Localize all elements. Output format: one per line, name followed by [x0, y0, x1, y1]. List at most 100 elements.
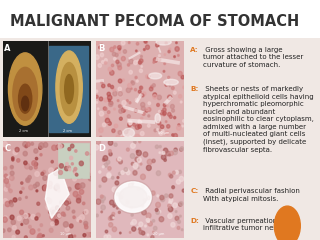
Circle shape [113, 89, 116, 91]
Circle shape [129, 121, 132, 125]
Circle shape [108, 67, 112, 71]
Circle shape [68, 172, 72, 177]
Circle shape [120, 131, 124, 136]
Circle shape [46, 204, 51, 210]
Circle shape [140, 86, 143, 90]
Circle shape [156, 129, 158, 131]
Circle shape [80, 220, 81, 222]
Circle shape [121, 41, 125, 45]
Circle shape [143, 198, 146, 202]
Circle shape [51, 161, 53, 163]
Circle shape [76, 173, 78, 176]
Ellipse shape [65, 75, 74, 103]
Circle shape [136, 80, 138, 82]
Circle shape [125, 200, 130, 204]
Circle shape [84, 221, 88, 226]
Circle shape [31, 142, 34, 145]
Circle shape [141, 106, 145, 110]
Circle shape [78, 145, 80, 147]
Circle shape [146, 213, 151, 218]
Circle shape [146, 218, 150, 222]
Circle shape [156, 43, 159, 47]
Circle shape [152, 159, 155, 163]
Circle shape [55, 168, 60, 173]
Circle shape [67, 158, 71, 163]
Circle shape [55, 184, 60, 188]
Circle shape [168, 95, 172, 100]
Circle shape [89, 233, 92, 236]
Circle shape [118, 131, 122, 135]
Circle shape [137, 187, 140, 191]
Circle shape [70, 144, 74, 148]
Circle shape [74, 235, 76, 237]
Circle shape [43, 176, 47, 180]
Circle shape [102, 123, 106, 127]
Circle shape [163, 70, 165, 72]
Circle shape [70, 146, 75, 152]
Circle shape [111, 176, 114, 179]
Circle shape [164, 148, 168, 153]
Circle shape [78, 157, 81, 160]
Circle shape [100, 44, 103, 47]
Circle shape [53, 220, 57, 224]
Circle shape [15, 147, 19, 152]
Circle shape [111, 64, 114, 67]
Circle shape [114, 124, 118, 128]
Ellipse shape [123, 128, 134, 138]
Circle shape [126, 148, 129, 151]
Circle shape [88, 176, 92, 181]
Circle shape [118, 92, 123, 96]
Circle shape [148, 76, 150, 78]
Circle shape [115, 53, 118, 57]
Circle shape [131, 143, 135, 148]
Circle shape [73, 175, 75, 177]
Circle shape [87, 153, 89, 156]
Circle shape [95, 40, 99, 45]
Circle shape [165, 131, 169, 135]
Circle shape [121, 191, 124, 195]
Circle shape [174, 56, 175, 58]
Circle shape [143, 152, 148, 157]
Circle shape [128, 42, 130, 44]
Circle shape [131, 81, 135, 85]
Circle shape [160, 110, 164, 115]
Circle shape [96, 199, 101, 204]
Circle shape [4, 187, 8, 191]
Circle shape [131, 222, 133, 225]
Circle shape [51, 207, 54, 211]
Circle shape [54, 185, 59, 191]
Circle shape [108, 216, 112, 220]
Circle shape [158, 58, 161, 61]
Circle shape [141, 94, 144, 97]
Circle shape [119, 117, 122, 120]
Circle shape [69, 234, 73, 239]
Circle shape [128, 123, 131, 127]
Circle shape [140, 117, 143, 120]
Circle shape [159, 145, 161, 148]
Circle shape [117, 100, 119, 102]
Circle shape [48, 181, 52, 186]
Circle shape [34, 162, 38, 166]
Circle shape [180, 215, 181, 217]
Circle shape [141, 66, 142, 67]
Circle shape [172, 86, 174, 90]
Circle shape [34, 149, 38, 153]
Circle shape [64, 166, 68, 171]
Circle shape [139, 141, 141, 143]
Text: A: A [4, 44, 11, 53]
Circle shape [124, 168, 128, 171]
Circle shape [157, 121, 161, 125]
Circle shape [28, 214, 30, 217]
Circle shape [23, 142, 28, 147]
Circle shape [49, 228, 53, 232]
Circle shape [58, 144, 62, 149]
Circle shape [143, 48, 145, 51]
Circle shape [12, 226, 16, 230]
Circle shape [159, 217, 164, 222]
Circle shape [102, 166, 104, 168]
Circle shape [32, 161, 36, 166]
Circle shape [135, 125, 140, 129]
Circle shape [159, 131, 163, 135]
Circle shape [132, 227, 136, 231]
Circle shape [140, 174, 145, 180]
